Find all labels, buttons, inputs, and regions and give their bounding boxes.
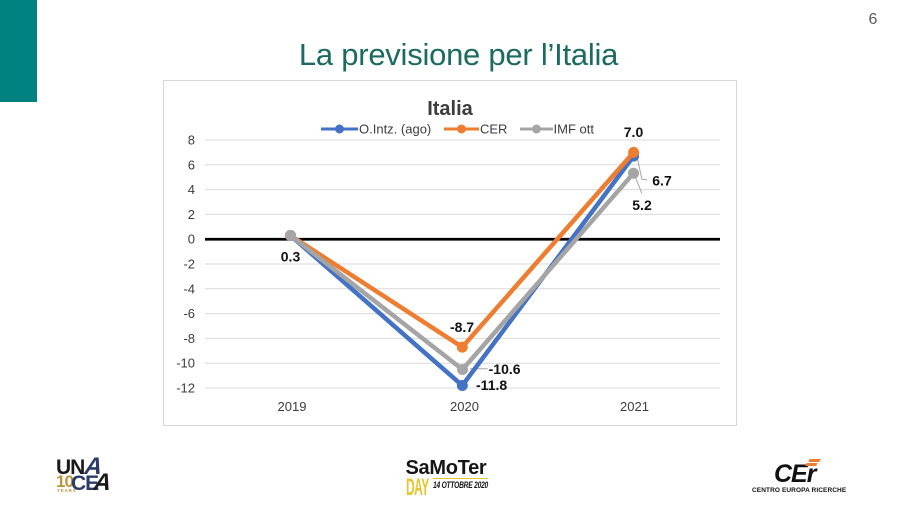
- svg-text:-8: -8: [183, 331, 195, 346]
- svg-text:6: 6: [188, 157, 195, 172]
- svg-text:2020: 2020: [450, 399, 479, 414]
- svg-text:5.2: 5.2: [632, 197, 652, 213]
- svg-text:0.3: 0.3: [281, 249, 301, 265]
- svg-text:-12: -12: [176, 381, 195, 396]
- svg-text:Italia: Italia: [427, 98, 473, 120]
- svg-text:4: 4: [188, 182, 195, 197]
- svg-text:8: 8: [188, 133, 195, 148]
- svg-text:0: 0: [188, 232, 195, 247]
- svg-text:CER: CER: [480, 122, 507, 137]
- svg-text:-10.6: -10.6: [489, 361, 521, 377]
- svg-text:6.7: 6.7: [652, 173, 672, 189]
- svg-text:-2: -2: [183, 257, 195, 272]
- svg-text:IMF ott: IMF ott: [554, 122, 595, 137]
- svg-text:-11.8: -11.8: [476, 377, 507, 393]
- svg-text:7.0: 7.0: [624, 124, 644, 140]
- svg-text:2021: 2021: [620, 399, 649, 414]
- svg-text:-6: -6: [183, 306, 195, 321]
- svg-text:O.Intz. (ago): O.Intz. (ago): [359, 122, 431, 137]
- svg-text:-8.7: -8.7: [450, 319, 474, 335]
- svg-text:2019: 2019: [278, 399, 307, 414]
- svg-text:-4: -4: [183, 281, 195, 296]
- svg-text:2: 2: [188, 207, 195, 222]
- svg-text:-10: -10: [176, 356, 195, 371]
